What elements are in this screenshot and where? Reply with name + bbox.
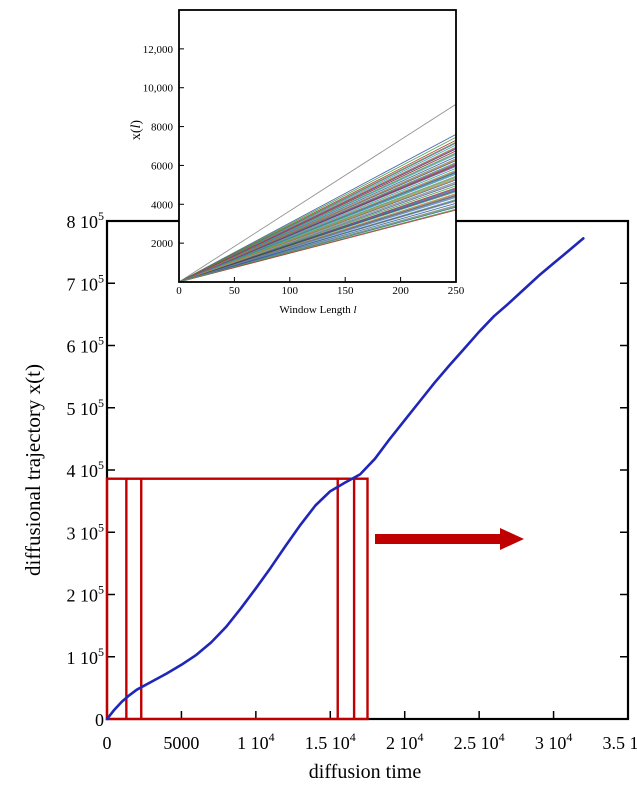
y-tick-label: 2 105 (67, 583, 105, 606)
inset-series-line (178, 178, 457, 283)
inset-series-line (178, 141, 457, 283)
inset-series-line (178, 163, 457, 283)
inset-y-ticks: 2000 4000 6000 8000 10,000 12,000 (143, 44, 184, 250)
inset-y-tick-label: 4000 (151, 199, 174, 211)
inset-x-tick-label: 50 (229, 285, 241, 297)
inset-series-line (178, 150, 457, 283)
y-tick-label: 1 105 (67, 645, 105, 668)
y-tick-label: 8 105 (67, 209, 105, 232)
inset-series-line (178, 196, 457, 283)
y-tick-label: 7 105 (67, 271, 105, 294)
inset-y-tick-label: 2000 (151, 238, 174, 250)
x-tick-label: 5000 (163, 733, 199, 753)
x-tick-label: 0 (103, 733, 112, 753)
x-tick-label: 1 104 (237, 730, 275, 753)
main-x-ticks: 0 5000 1 104 1.5 104 2 104 2.5 104 3 104 3.5 10… (103, 711, 637, 753)
x-axis-label: diffusion time (309, 761, 422, 783)
inset-series-line (178, 172, 457, 283)
inset-series-line (178, 103, 457, 283)
inset-x-tick-label: 0 (176, 285, 182, 297)
inset-series-line (178, 209, 457, 283)
inset-plot-frame (178, 9, 457, 283)
inset-series-lines (178, 103, 457, 283)
y-tick-label: 4 105 (67, 458, 105, 481)
inset-x-tick-label: 250 (448, 285, 465, 297)
inset-series-line (178, 205, 457, 283)
y-tick-label: 5 105 (67, 396, 105, 419)
inset-x-tick-label: 150 (337, 285, 354, 297)
inset-y-tick-label: 12,000 (143, 44, 174, 56)
y-tick-label: 3 105 (67, 520, 105, 543)
x-tick-label: 3 104 (535, 730, 573, 753)
x-tick-label: 1.5 104 (305, 730, 356, 753)
inset-y-tick-label: 6000 (151, 160, 174, 172)
inset-series-line (178, 182, 457, 283)
x-tick-label: 3.5 104 (603, 730, 637, 753)
inset-series-line (178, 199, 457, 283)
series-line (105, 237, 585, 721)
inset-series-line (178, 190, 457, 283)
inset-x-tick-label: 100 (282, 285, 299, 297)
inset-y-axis-label: x(l) (129, 120, 144, 141)
x-tick-label: 2 104 (386, 730, 424, 753)
inset-x-ticks: 0 50 100 150 200 250 (176, 277, 465, 297)
highlight-box (105, 477, 369, 721)
inset-series-line (178, 159, 457, 283)
y-axis-label: diffusional trajectory x(t) (21, 364, 45, 576)
inset-x-tick-label: 200 (392, 285, 409, 297)
inset-y-tick-label: 10,000 (143, 83, 174, 95)
highlight-region (105, 477, 369, 721)
x-tick-label: 2.5 104 (454, 730, 505, 753)
arrow-right-icon (375, 528, 524, 550)
y-tick-label: 6 105 (67, 334, 105, 357)
y-tick-label: 0 (95, 710, 104, 730)
main-y-ticks: 0 1 105 2 105 3 105 4 105 5 105 6 105 7 105 8 10… (67, 209, 628, 730)
inset-x-axis-label: Window Length l (279, 304, 356, 316)
inset-chart: 0 50 100 150 200 250 2000 4000 6000 8000 10,000 12… (129, 9, 465, 316)
inset-y-tick-label: 8000 (151, 122, 174, 134)
